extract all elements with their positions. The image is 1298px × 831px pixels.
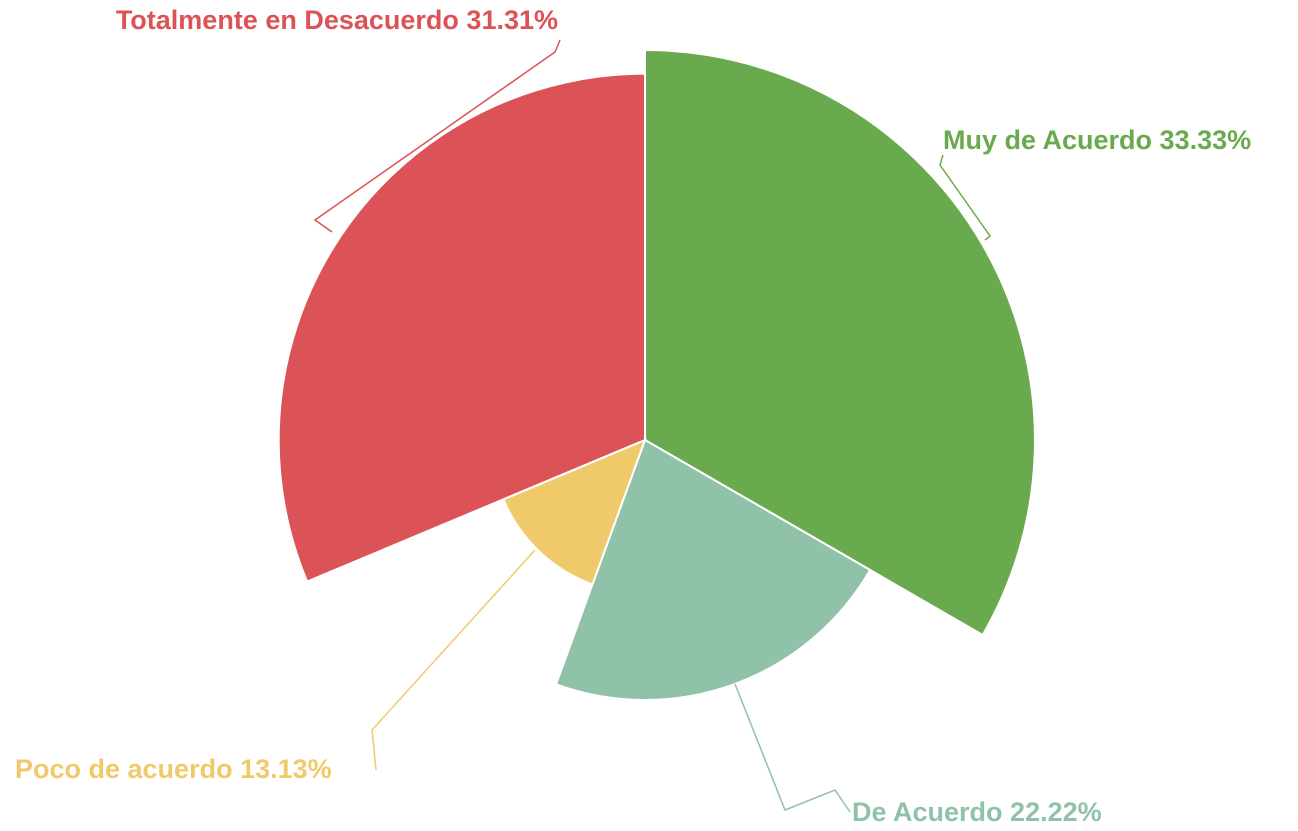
label-name: Poco de acuerdo [15,754,233,784]
label-name: Totalmente en Desacuerdo [116,5,459,35]
slice-label: Poco de acuerdo 13.13% [15,754,332,784]
label-name: Muy de Acuerdo [943,125,1152,155]
rose-wedge [554,438,872,701]
leader-line [939,154,992,241]
rose-wedge [277,72,646,583]
label-value: 31.31% [466,5,558,35]
label-value: 33.33% [1160,125,1252,155]
rose-wedge [501,438,647,586]
slice-label: Muy de Acuerdo 33.33% [943,125,1251,155]
rose-wedge [644,49,1036,637]
label-name: De Acuerdo [852,797,1003,827]
slice-label: Totalmente en Desacuerdo 31.31% [116,5,558,35]
slice-label: De Acuerdo 22.22% [852,797,1102,827]
leader-line [734,683,851,813]
leader-line [313,39,561,233]
leader-line [371,549,536,771]
label-value: 22.22% [1010,797,1102,827]
label-value: 13.13% [240,754,332,784]
